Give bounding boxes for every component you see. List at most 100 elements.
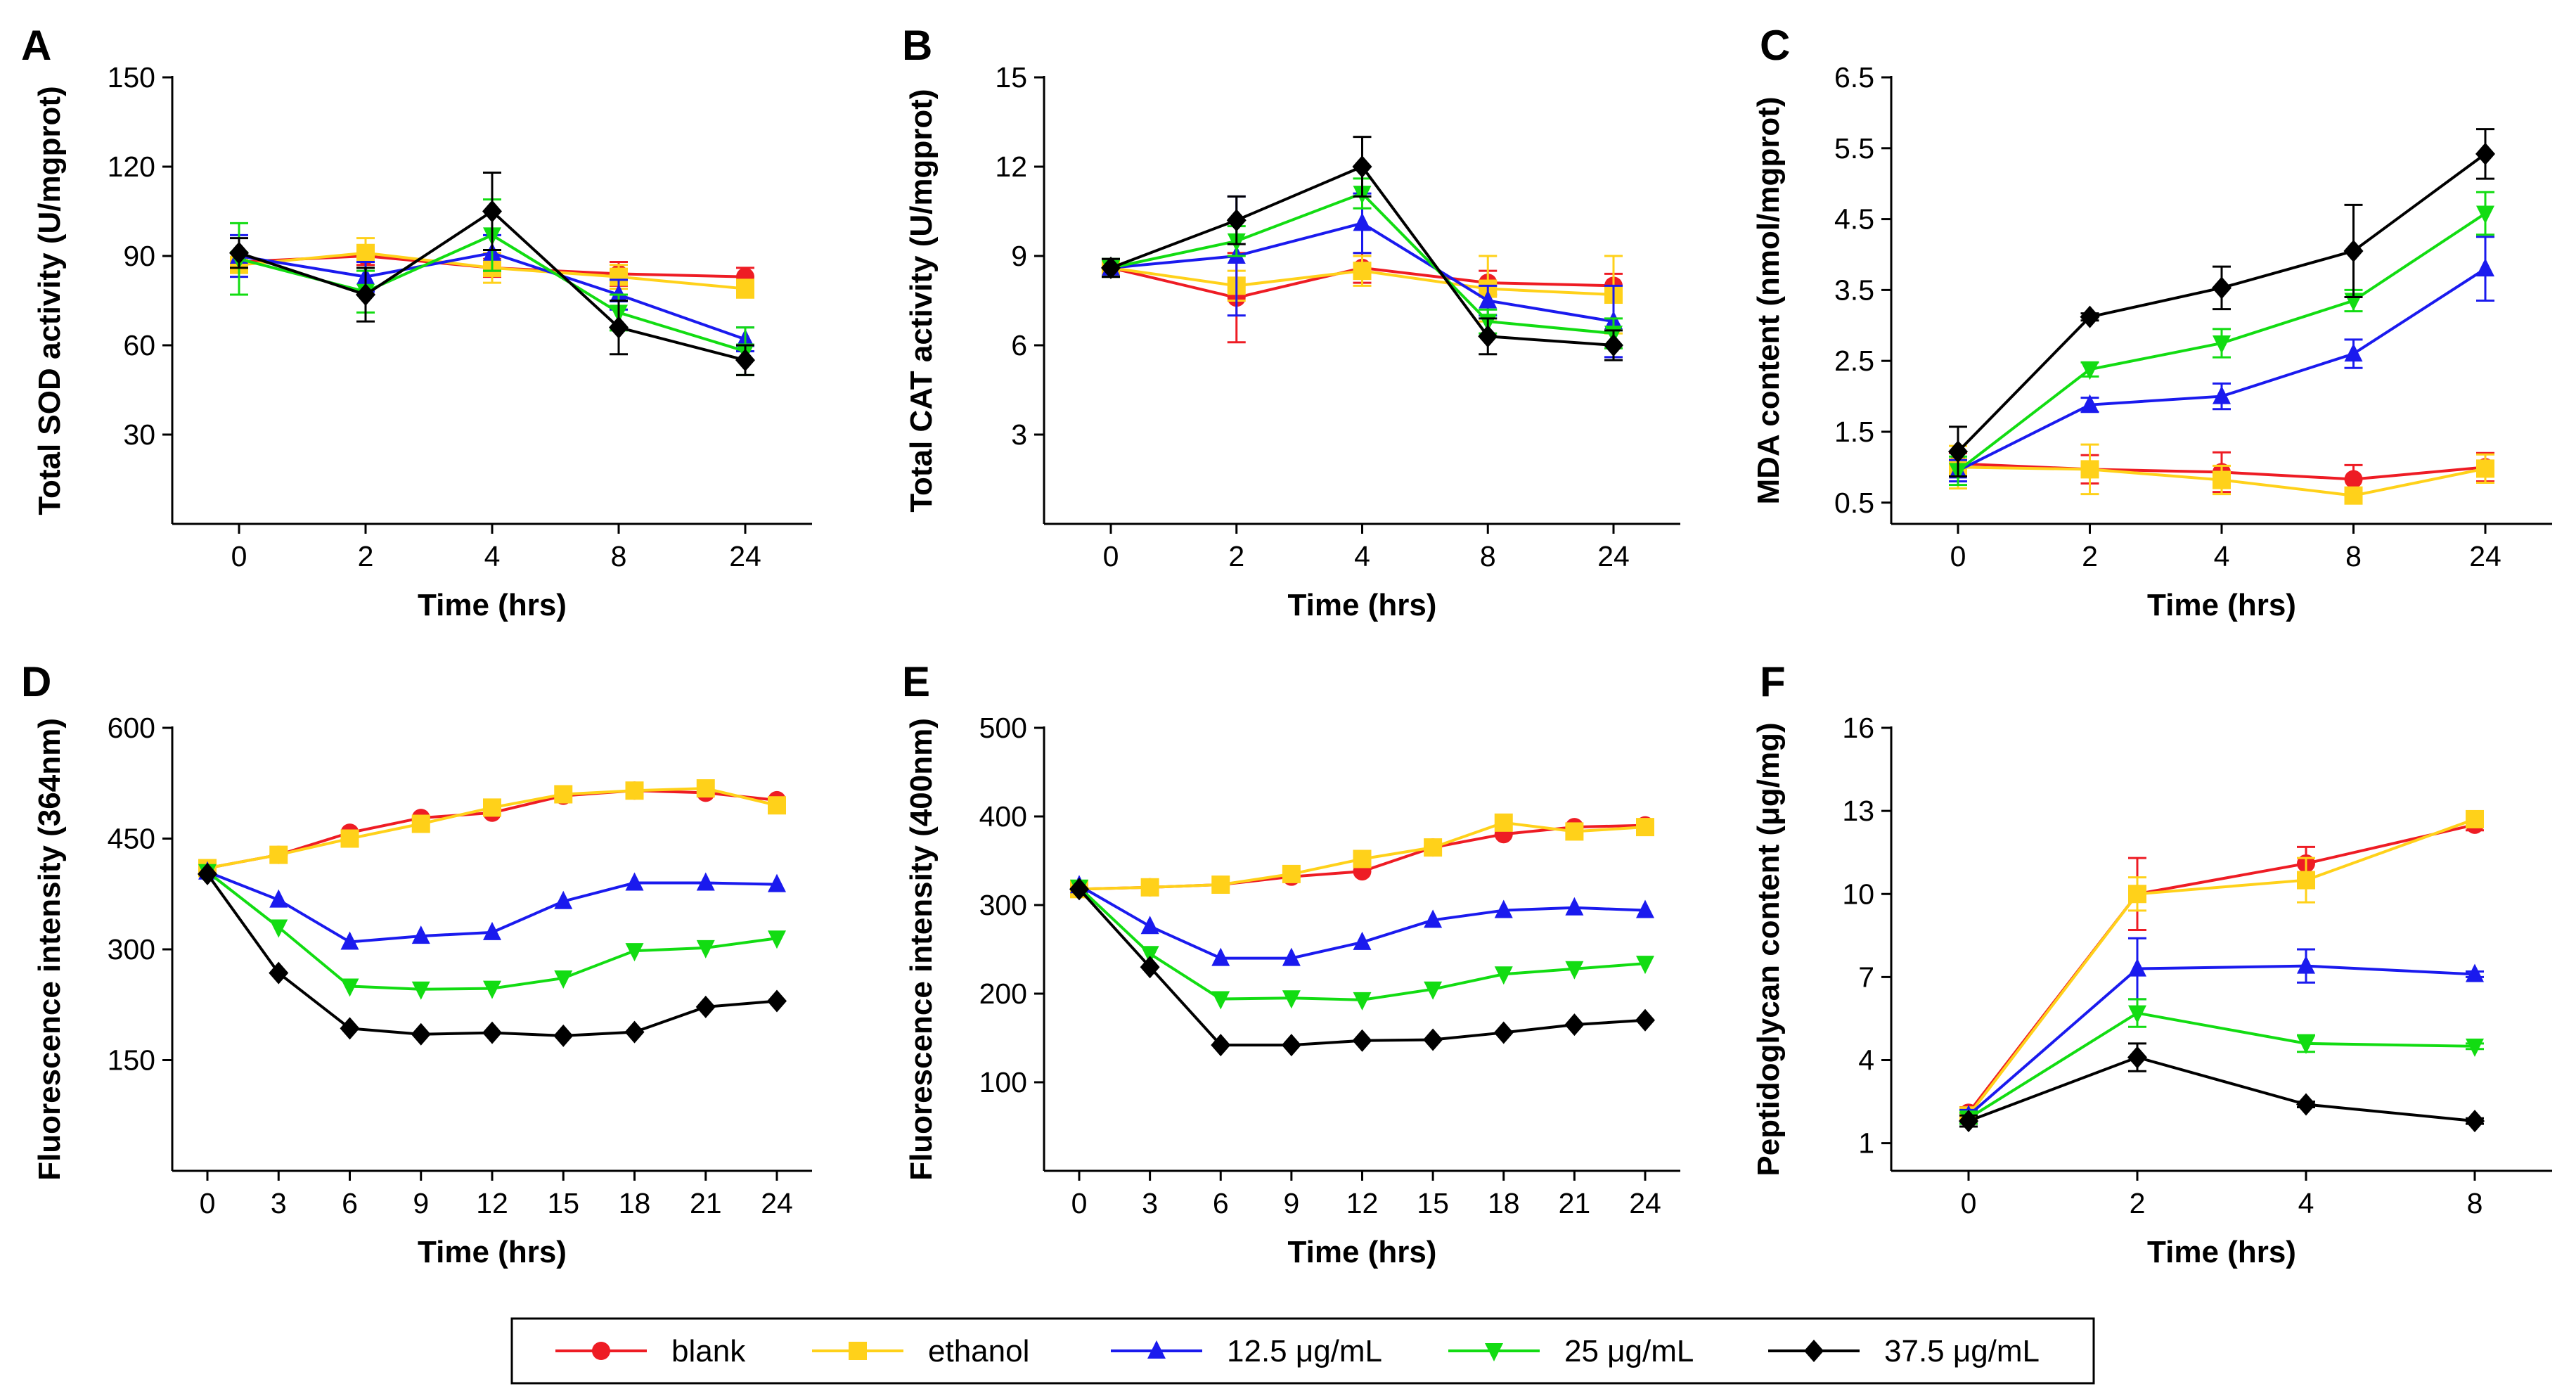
data-point	[1479, 290, 1498, 309]
x-tick-label: 4	[1354, 540, 1370, 572]
data-point	[1140, 878, 1159, 897]
data-point	[2475, 142, 2495, 165]
data-point	[1140, 956, 1160, 979]
x-axis-title: Time (hrs)	[1288, 1235, 1437, 1269]
y-tick-label: 16	[1842, 712, 1874, 744]
data-point	[1282, 990, 1301, 1009]
legend-item-37-5-g-ml: 37.5 μg/mL	[1768, 1334, 2040, 1368]
data-point	[610, 284, 628, 303]
legend-item-blank: blank	[555, 1334, 746, 1368]
y-tick-label: 120	[108, 150, 155, 183]
data-point	[2080, 305, 2100, 328]
y-tick-label: 1	[1858, 1127, 1874, 1160]
x-tick-label: 6	[342, 1187, 358, 1219]
data-point	[2476, 205, 2494, 224]
data-point	[2344, 470, 2363, 489]
legend-marker	[1147, 1340, 1166, 1359]
series-line	[206, 873, 778, 1037]
x-tick-label: 2	[1228, 540, 1244, 572]
y-tick-label: 300	[108, 933, 155, 966]
data-point	[696, 779, 715, 798]
legend-label: 12.5 μg/mL	[1227, 1334, 1382, 1368]
data-point	[411, 981, 430, 1000]
data-point	[625, 781, 644, 800]
data-point	[1636, 818, 1654, 837]
data-point	[1478, 325, 1498, 348]
data-point	[482, 1021, 502, 1044]
y-tick-label: 7	[1858, 961, 1874, 993]
x-tick-label: 2	[358, 540, 374, 572]
x-tick-label: 24	[1597, 540, 1630, 572]
y-tick-label: 6	[1011, 329, 1027, 361]
x-tick-label: 18	[1488, 1187, 1520, 1219]
legend-marker	[1485, 1343, 1503, 1361]
data-point	[1636, 956, 1654, 975]
y-tick-label: 1.5	[1834, 416, 1874, 448]
data-point	[2476, 459, 2494, 478]
x-tick-label: 24	[729, 540, 761, 572]
series-line	[1078, 887, 1646, 1047]
legend-label: blank	[671, 1334, 746, 1368]
legend-item-ethanol: ethanol	[812, 1334, 1029, 1368]
data-point	[1423, 1028, 1443, 1051]
data-point	[735, 349, 755, 372]
series-12-5-g-ml	[1070, 875, 1654, 966]
y-axis-title: Fluorescence intensity (364nm)	[32, 718, 67, 1181]
y-tick-label: 6.5	[1834, 61, 1874, 94]
data-point	[1424, 981, 1443, 1000]
data-point	[1493, 1021, 1514, 1044]
data-point	[1494, 813, 1513, 832]
x-tick-label: 21	[1559, 1187, 1591, 1219]
panel-letter: C	[1760, 22, 1790, 69]
data-point	[269, 919, 288, 938]
series-ethanol	[198, 779, 786, 878]
legend-marker	[1804, 1340, 1824, 1362]
data-point	[695, 995, 716, 1018]
legend-label: 37.5 μg/mL	[1884, 1334, 2040, 1368]
panel-letter: D	[21, 658, 51, 705]
data-point	[2212, 276, 2232, 300]
y-tick-label: 4	[1858, 1044, 1874, 1077]
data-point	[1636, 899, 1654, 918]
data-point	[2344, 343, 2363, 362]
y-tick-label: 13	[1842, 795, 1874, 827]
legend-item-25-g-ml: 25 μg/mL	[1448, 1334, 1694, 1368]
y-axis-title: Fluorescence intensity (400nm)	[904, 718, 939, 1181]
data-point	[1948, 440, 1968, 463]
data-point	[1635, 1008, 1655, 1032]
legend-item-12-5-g-ml: 12.5 μg/mL	[1111, 1334, 1382, 1368]
x-axis-title: Time (hrs)	[418, 1235, 567, 1269]
data-point	[609, 316, 629, 339]
data-point	[1352, 1029, 1372, 1052]
x-axis-title: Time (hrs)	[1288, 588, 1437, 622]
data-point	[483, 921, 501, 940]
data-point	[624, 1020, 645, 1044]
x-tick-label: 12	[476, 1187, 508, 1219]
data-point	[1565, 822, 1584, 841]
data-point	[2466, 963, 2484, 982]
x-tick-label: 0	[1961, 1187, 1977, 1219]
data-point	[696, 940, 715, 958]
data-point	[269, 889, 288, 908]
data-point	[625, 872, 644, 891]
panel-letter: B	[902, 22, 932, 69]
data-point	[1959, 1110, 1978, 1133]
data-point	[1140, 946, 1159, 965]
x-tick-label: 24	[2469, 540, 2501, 572]
data-point	[553, 1024, 574, 1047]
data-point	[2344, 486, 2363, 505]
y-tick-label: 60	[123, 329, 155, 361]
data-point	[2213, 385, 2231, 404]
series-ethanol	[1102, 255, 1623, 335]
data-point	[2466, 809, 2484, 828]
data-point	[2465, 1110, 2485, 1133]
data-point	[1140, 916, 1159, 935]
legend-label: ethanol	[928, 1334, 1029, 1368]
y-tick-label: 0.5	[1834, 487, 1874, 519]
data-point	[1211, 947, 1230, 966]
y-tick-label: 150	[108, 61, 155, 94]
data-point	[2080, 394, 2099, 413]
y-axis-title: Total SOD activity (U/mgprot)	[32, 86, 67, 515]
